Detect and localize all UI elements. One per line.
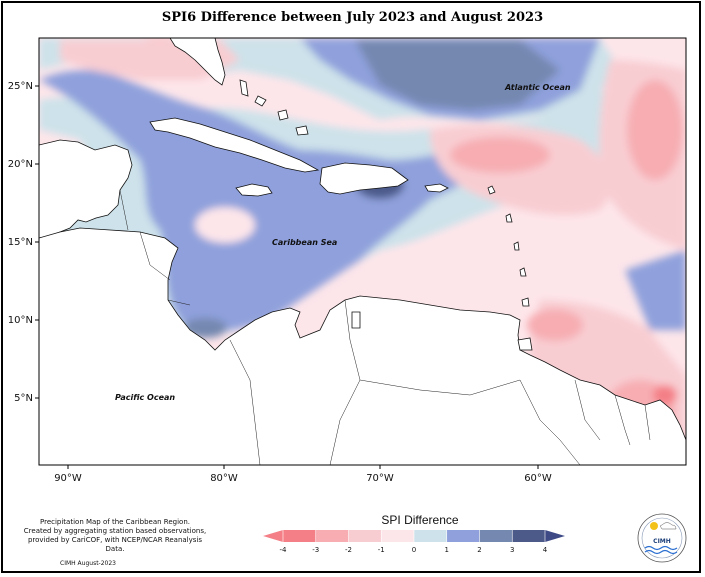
cimh-logo-icon: CIMH [637,513,687,563]
longitude-axis: 90°W 80°W 70°W 60°W [54,465,552,484]
legend-colorbar: -4 -3 -2 -1 0 1 2 3 4 [263,530,565,554]
map-title: SPI6 Difference between July 2023 and Au… [161,10,544,25]
country-borders [119,189,651,465]
footer-note-line-3: provided by CariCOF, with NCEP/NCAR Rean… [27,536,203,553]
lon-label-70w: 70°W [366,473,394,484]
legend-tick-label: 2 [477,546,481,554]
lat-label-5n: 5°N [14,393,33,404]
lat-label-20n: 20°N [8,159,33,170]
atlantic-ocean-label: Atlantic Ocean [504,83,571,92]
lon-label-60w: 60°W [524,473,552,484]
legend-swatch [381,530,415,542]
lat-label-10n: 10°N [8,315,33,326]
footer-note-line-2: Created by aggregating station based obs… [23,527,207,535]
map-area: Atlantic Ocean Caribbean Sea Pacific Oce… [39,38,686,465]
legend-tick-label: -2 [345,546,352,554]
lon-label-80w: 80°W [210,473,238,484]
lon-label-90w: 90°W [54,473,82,484]
legend-tick-label: 4 [543,546,548,554]
legend-arrow-low [263,530,283,542]
footer-note: Precipitation Map of the Caribbean Regio… [20,518,210,554]
pacific-ocean-label: Pacific Ocean [115,393,175,402]
legend-arrow-high [545,530,565,542]
legend-swatch [348,530,382,542]
lat-label-15n: 15°N [8,237,33,248]
legend-tick-label: -4 [280,546,288,554]
legend-swatch [512,530,546,542]
footer-note-line-1: Precipitation Map of the Caribbean Regio… [40,518,190,526]
legend-title: SPI Difference [381,513,459,527]
legend-swatch [479,530,513,542]
legend-swatch [283,530,317,542]
spi-field [39,38,686,465]
sun-icon [650,522,658,530]
lat-label-25n: 25°N [8,81,33,92]
footer-date: CIMH August-2023 [60,560,116,567]
legend-tick-label: -1 [378,546,385,554]
logo-text: CIMH [653,538,671,545]
latitude-axis: 25°N 20°N 15°N 10°N 5°N [8,81,39,404]
legend-tick-label: -3 [312,546,319,554]
legend-swatch [446,530,480,542]
legend-tick-label: 0 [412,546,416,554]
cloud-icon [660,522,677,530]
legend-swatch [315,530,349,542]
caribbean-sea-label: Caribbean Sea [272,238,337,247]
legend-swatch [414,530,448,542]
wave-icon [644,545,678,551]
legend-tick-label: 3 [510,546,514,554]
legend-tick-label: 1 [445,546,449,554]
landmasses [39,38,686,465]
map-border [38,37,687,466]
